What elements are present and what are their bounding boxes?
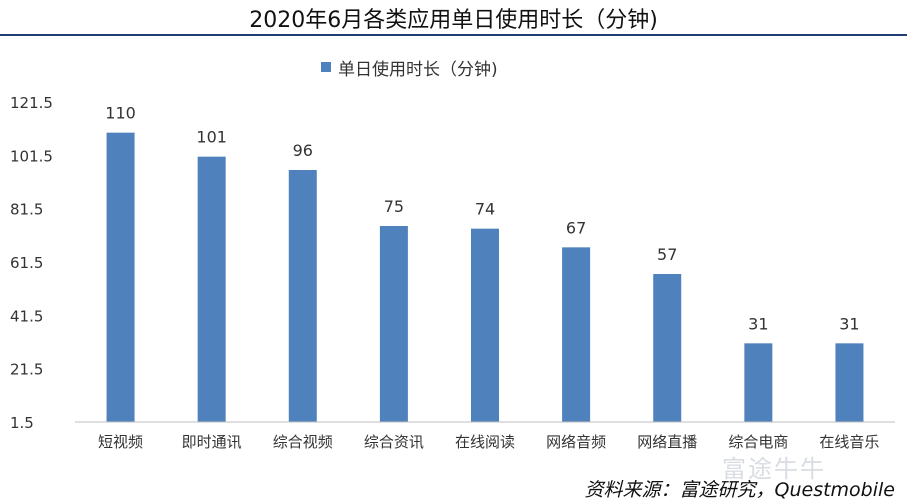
y-tick-label: 101.5 [10, 147, 53, 165]
y-tick-label: 121.5 [10, 94, 53, 112]
data-label: 110 [105, 104, 136, 123]
legend-label: 单日使用时长（分钟) [338, 59, 498, 80]
bar [471, 228, 499, 422]
x-tick-label: 综合资讯 [364, 433, 424, 451]
x-axis: 短视频 即时通讯 综合视频 综合资讯 在线阅读 网络音频 网络直播 综合电商 在线音乐 [75, 421, 895, 451]
data-label: 75 [384, 197, 404, 216]
page-title: 2020年6月各类应用单日使用时长（分钟) [249, 8, 658, 33]
y-tick-label: 1.5 [10, 414, 34, 432]
x-tick-label: 网络直播 [637, 433, 697, 451]
data-label: 74 [475, 200, 495, 219]
legend: 单日使用时长（分钟) [321, 59, 498, 80]
x-tick-label: 即时通讯 [182, 433, 242, 451]
y-tick-label: 81.5 [10, 201, 43, 219]
y-axis: 1.5 21.5 41.5 61.5 81.5 101.5 121.5 [10, 94, 53, 432]
data-label: 31 [839, 314, 859, 333]
data-label: 96 [293, 141, 313, 160]
data-label: 31 [748, 314, 768, 333]
data-label: 101 [196, 128, 227, 147]
legend-swatch [321, 62, 331, 72]
bar [197, 156, 226, 422]
bar [835, 343, 864, 422]
bars: 110 101 96 75 74 67 57 31 31 [105, 104, 864, 422]
x-tick-label: 综合电商 [728, 433, 788, 451]
bar [379, 226, 408, 422]
x-tick-label: 综合视频 [273, 433, 333, 451]
x-tick-label: 网络音频 [546, 433, 606, 451]
title-divider [0, 34, 907, 36]
bar [288, 170, 317, 422]
watermark: 富途牛牛 [722, 455, 826, 483]
bar [562, 247, 591, 422]
y-tick-label: 61.5 [10, 254, 43, 272]
source-note: 资料来源：富途研究，Questmobile [584, 479, 895, 501]
y-tick-label: 41.5 [10, 307, 43, 325]
x-tick-label: 短视频 [98, 433, 143, 451]
data-label: 57 [657, 245, 677, 264]
bar [653, 274, 682, 422]
bar [744, 343, 773, 422]
x-tick-label: 在线阅读 [455, 433, 515, 451]
x-tick-label: 在线音乐 [819, 433, 879, 451]
data-label: 67 [566, 218, 586, 237]
bar [106, 132, 135, 422]
y-tick-label: 21.5 [10, 361, 43, 379]
